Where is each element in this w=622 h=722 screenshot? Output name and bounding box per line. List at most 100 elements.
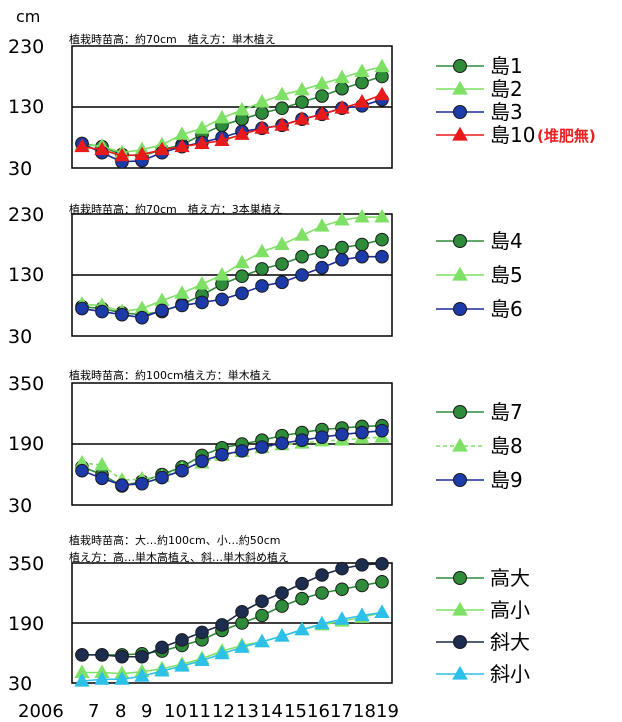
y-tick-label: 230 [8, 204, 44, 226]
data-point [295, 591, 309, 606]
legend-marker [452, 126, 468, 141]
series-line [81, 216, 382, 313]
legend-item: 島3 [436, 100, 523, 124]
series-島9 [75, 423, 389, 492]
legend-item: 島1 [436, 54, 523, 78]
legend-label-note: (堆肥無) [537, 127, 596, 145]
data-point [235, 444, 249, 458]
data-point [75, 648, 89, 662]
data-point [195, 295, 209, 310]
data-point [114, 671, 130, 685]
data-point [335, 240, 349, 255]
data-point [294, 111, 310, 125]
legend-label: 島3 [490, 100, 523, 124]
legend-label: 島5 [490, 263, 523, 287]
data-point [274, 117, 290, 131]
data-point [335, 252, 349, 267]
chart-panel-2: 230 130 30 植栽時苗高：約70cm 植え方：3本巣植え [8, 202, 393, 348]
legend-item: 高大 [436, 566, 530, 590]
y-tick-label: 350 [8, 373, 44, 395]
data-point [134, 146, 150, 161]
legend-marker [452, 665, 468, 680]
y-tick-label: 130 [8, 264, 44, 286]
data-point [155, 303, 169, 318]
y-tick-label: 30 [8, 326, 32, 348]
data-point [255, 608, 269, 623]
chart-panel-1: 230 130 30 植栽時苗高：約70cm 植え方：単木植え cm [8, 7, 393, 180]
data-point [315, 89, 329, 103]
legend-item: 島6 [436, 297, 523, 321]
x-tick-label: 16 [307, 701, 330, 722]
data-point [375, 232, 389, 247]
data-point [294, 81, 310, 96]
data-point [315, 586, 329, 600]
legend-item: 島5 [436, 263, 523, 287]
legend-label: 高小 [490, 598, 530, 622]
data-point [175, 633, 189, 647]
data-point [234, 101, 250, 116]
series-line [81, 611, 383, 682]
data-point [375, 249, 389, 264]
data-point [194, 135, 210, 150]
data-point [314, 75, 330, 90]
y-tick-label: 130 [8, 96, 44, 118]
legend-marker [453, 234, 467, 248]
data-point [115, 478, 129, 492]
legend-item: 斜大 [436, 630, 530, 654]
data-point [315, 568, 329, 582]
legend-marker [453, 635, 467, 649]
y-tick-label: 30 [8, 673, 32, 695]
data-point [274, 86, 290, 101]
data-point [214, 645, 230, 660]
x-tick-label: 17 [330, 701, 353, 722]
data-point [275, 599, 289, 613]
legend-item: 島2 [436, 77, 523, 101]
series-line [81, 436, 383, 482]
x-tick-label: 12 [212, 701, 235, 722]
series-line [82, 580, 383, 656]
data-point [215, 618, 229, 632]
data-point [354, 63, 370, 78]
data-point [254, 243, 270, 258]
data-point [355, 237, 369, 252]
chart-annotation: 植え方：高…単木高植え、斜…単木斜め植え [69, 550, 289, 564]
data-point [175, 298, 189, 313]
legend-label: 高大 [490, 566, 530, 590]
legend-item: 島4 [436, 229, 523, 253]
data-point [355, 249, 369, 264]
series-島10 [74, 86, 390, 162]
series-line [82, 611, 383, 675]
series-島6 [75, 249, 389, 325]
data-point [94, 141, 110, 156]
data-point [155, 640, 169, 655]
legend-label: 島7 [490, 400, 523, 424]
data-point [194, 276, 210, 290]
data-point [254, 94, 270, 108]
data-point [134, 668, 150, 682]
data-point [235, 604, 249, 619]
data-point [274, 236, 290, 250]
data-point [275, 275, 289, 290]
data-point [334, 212, 350, 226]
legend-label: 島4 [490, 229, 523, 253]
data-point [215, 292, 229, 307]
x-tick-label: 9 [141, 701, 152, 722]
data-point [254, 120, 270, 134]
data-point [375, 556, 389, 571]
y-tick-label: 350 [8, 553, 44, 575]
data-point [235, 286, 249, 301]
data-point [295, 433, 309, 447]
data-point [75, 301, 89, 316]
data-point [335, 81, 349, 96]
data-point [74, 138, 90, 153]
chart-panel-3: 350 190 30 植栽時苗高：約100cm植え方：単木植え [8, 368, 393, 517]
data-point [114, 147, 130, 162]
x-tick-label: 14 [260, 701, 283, 722]
data-point [214, 266, 230, 281]
data-point [234, 254, 250, 269]
legend-marker [452, 601, 468, 616]
data-point [94, 456, 110, 471]
data-point [295, 249, 309, 264]
legend-item: 島8 [436, 434, 523, 458]
